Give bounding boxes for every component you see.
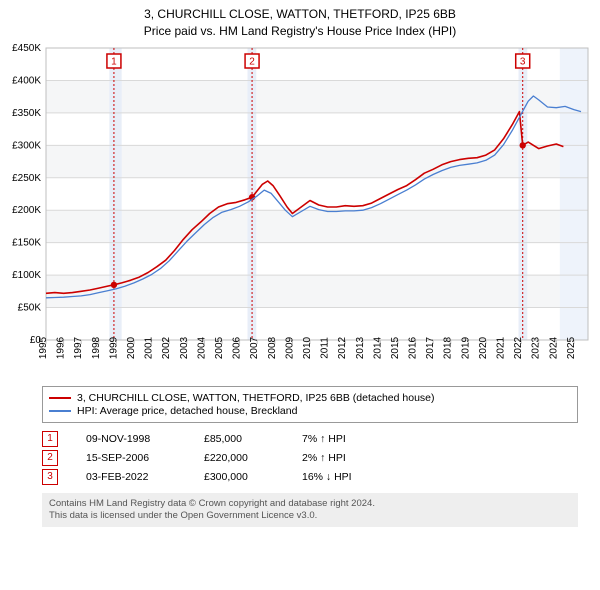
price-chart: 123£0£50K£100K£150K£200K£250K£300K£350K£… xyxy=(0,40,600,380)
svg-text:1997: 1997 xyxy=(73,336,84,359)
sale-row: 3 03-FEB-2022 £300,000 16% ↓ HPI xyxy=(42,469,578,485)
svg-text:£450K: £450K xyxy=(12,43,41,54)
sale-date: 03-FEB-2022 xyxy=(86,471,176,483)
svg-text:1996: 1996 xyxy=(56,336,67,359)
svg-text:£50K: £50K xyxy=(18,302,42,313)
svg-text:£150K: £150K xyxy=(12,237,41,248)
legend-label: HPI: Average price, detached house, Brec… xyxy=(77,405,297,417)
svg-text:2017: 2017 xyxy=(425,336,436,359)
svg-text:2002: 2002 xyxy=(161,336,172,359)
svg-text:£200K: £200K xyxy=(12,205,41,216)
sale-date: 15-SEP-2006 xyxy=(86,452,176,464)
svg-text:2021: 2021 xyxy=(496,336,507,359)
svg-text:3: 3 xyxy=(520,56,526,67)
sale-price: £85,000 xyxy=(204,433,274,445)
svg-text:2004: 2004 xyxy=(196,336,207,359)
title-address: 3, CHURCHILL CLOSE, WATTON, THETFORD, IP… xyxy=(0,6,600,23)
svg-text:1999: 1999 xyxy=(108,336,119,359)
svg-text:2025: 2025 xyxy=(566,336,577,359)
legend-swatch xyxy=(49,410,71,412)
legend-swatch xyxy=(49,397,71,399)
svg-text:2022: 2022 xyxy=(513,336,524,359)
svg-text:2024: 2024 xyxy=(548,336,559,359)
attribution-footer: Contains HM Land Registry data © Crown c… xyxy=(42,493,578,528)
svg-text:2006: 2006 xyxy=(232,336,243,359)
svg-text:1: 1 xyxy=(111,56,117,67)
sale-marker-badge: 1 xyxy=(42,431,58,447)
sale-row: 1 09-NOV-1998 £85,000 7% ↑ HPI xyxy=(42,431,578,447)
svg-text:2018: 2018 xyxy=(443,336,454,359)
svg-text:£400K: £400K xyxy=(12,75,41,86)
svg-text:2: 2 xyxy=(249,56,255,67)
svg-text:2012: 2012 xyxy=(337,336,348,359)
svg-text:2005: 2005 xyxy=(214,336,225,359)
svg-text:2007: 2007 xyxy=(249,336,260,359)
legend-item: 3, CHURCHILL CLOSE, WATTON, THETFORD, IP… xyxy=(49,392,571,404)
svg-text:2011: 2011 xyxy=(320,336,331,358)
svg-text:2001: 2001 xyxy=(144,336,155,359)
footer-line-2: This data is licensed under the Open Gov… xyxy=(49,510,571,522)
svg-text:2003: 2003 xyxy=(179,336,190,359)
sale-hpi-delta: 7% ↑ HPI xyxy=(302,433,392,445)
svg-text:£100K: £100K xyxy=(12,270,41,281)
svg-text:2010: 2010 xyxy=(302,336,313,359)
sale-marker-badge: 2 xyxy=(42,450,58,466)
svg-text:£300K: £300K xyxy=(12,140,41,151)
sale-hpi-delta: 2% ↑ HPI xyxy=(302,452,392,464)
svg-text:2008: 2008 xyxy=(267,336,278,359)
svg-text:2019: 2019 xyxy=(460,336,471,359)
sale-marker-badge: 3 xyxy=(42,469,58,485)
svg-text:2013: 2013 xyxy=(355,336,366,359)
sale-hpi-delta: 16% ↓ HPI xyxy=(302,471,392,483)
svg-text:1995: 1995 xyxy=(38,336,49,359)
svg-text:2023: 2023 xyxy=(531,336,542,359)
footer-line-1: Contains HM Land Registry data © Crown c… xyxy=(49,498,571,510)
svg-text:2016: 2016 xyxy=(408,336,419,359)
title-subtitle: Price paid vs. HM Land Registry's House … xyxy=(0,23,600,40)
sale-price: £220,000 xyxy=(204,452,274,464)
sale-price: £300,000 xyxy=(204,471,274,483)
sale-date: 09-NOV-1998 xyxy=(86,433,176,445)
svg-text:2015: 2015 xyxy=(390,336,401,359)
sale-row: 2 15-SEP-2006 £220,000 2% ↑ HPI xyxy=(42,450,578,466)
svg-text:2020: 2020 xyxy=(478,336,489,359)
svg-text:2014: 2014 xyxy=(372,336,383,359)
svg-text:2000: 2000 xyxy=(126,336,137,359)
legend: 3, CHURCHILL CLOSE, WATTON, THETFORD, IP… xyxy=(42,386,578,423)
svg-text:1998: 1998 xyxy=(91,336,102,359)
legend-label: 3, CHURCHILL CLOSE, WATTON, THETFORD, IP… xyxy=(77,392,435,404)
sales-table: 1 09-NOV-1998 £85,000 7% ↑ HPI 2 15-SEP-2006 £… xyxy=(42,431,578,485)
svg-text:£350K: £350K xyxy=(12,107,41,118)
svg-text:£250K: £250K xyxy=(12,172,41,183)
legend-item: HPI: Average price, detached house, Brec… xyxy=(49,405,571,417)
svg-text:2009: 2009 xyxy=(284,336,295,359)
